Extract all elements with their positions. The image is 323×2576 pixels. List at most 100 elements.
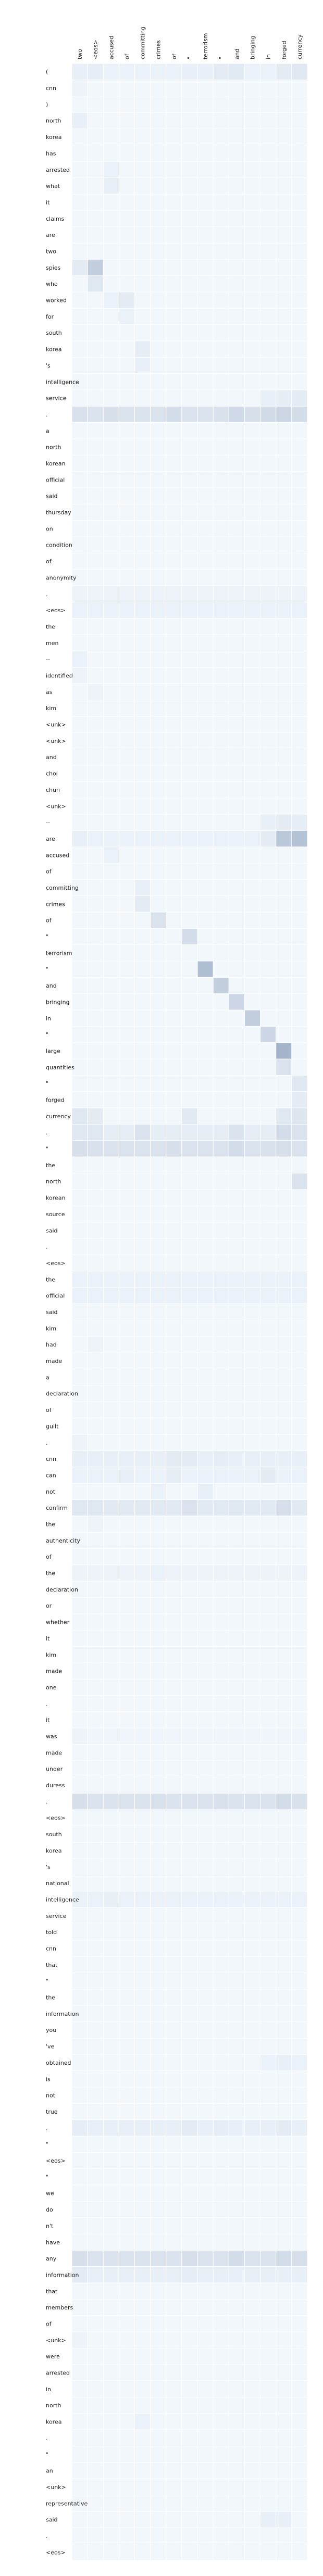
heatmap-cell — [166, 601, 182, 619]
row-tick-label: . — [46, 2125, 48, 2131]
row-tick-label: who — [46, 281, 58, 287]
heatmap-cell — [103, 2217, 119, 2234]
heatmap-cell — [181, 2250, 198, 2267]
heatmap-cell — [213, 2413, 229, 2430]
heatmap-cell — [260, 912, 277, 929]
heatmap-cell — [260, 895, 277, 913]
heatmap-cell — [71, 1450, 88, 1468]
heatmap-cell — [291, 1956, 308, 1974]
heatmap-cell — [276, 618, 292, 635]
heatmap-cell — [213, 1516, 229, 1533]
heatmap-cell — [134, 1401, 151, 1419]
row-tick-label: declaration — [46, 1391, 78, 1397]
heatmap-cell — [71, 1173, 88, 1190]
heatmap-cell — [276, 1793, 292, 1810]
heatmap-cell — [87, 128, 104, 146]
heatmap-cell — [197, 2168, 214, 2186]
heatmap-cell — [71, 2250, 88, 2267]
heatmap-cell — [87, 1254, 104, 1272]
row-tick-label: . — [46, 411, 48, 418]
heatmap-cell — [197, 1287, 214, 1304]
heatmap-cell — [228, 243, 245, 260]
heatmap-cell — [197, 2544, 214, 2561]
heatmap-cell — [181, 1923, 198, 1941]
row-tick-label: 's — [46, 362, 51, 369]
heatmap-cell — [291, 1271, 308, 1288]
heatmap-cell — [213, 1564, 229, 1582]
heatmap-cell — [197, 1809, 214, 1826]
heatmap-cell — [197, 1662, 214, 1680]
heatmap-cell — [150, 1336, 167, 1353]
heatmap-cell — [134, 977, 151, 994]
heatmap-cell — [181, 2446, 198, 2463]
heatmap-cell — [260, 1532, 277, 1549]
heatmap-cell — [228, 683, 245, 701]
heatmap-cell — [71, 63, 88, 80]
heatmap-cell — [166, 863, 182, 880]
heatmap-cell — [150, 1842, 167, 1859]
heatmap-cell — [213, 357, 229, 374]
heatmap-cell — [260, 2397, 277, 2414]
heatmap-cell — [87, 667, 104, 684]
heatmap-cell — [71, 912, 88, 929]
heatmap-cell — [103, 2462, 119, 2479]
heatmap-cell — [150, 1760, 167, 1777]
heatmap-cell — [197, 1483, 214, 1500]
heatmap-cell — [197, 357, 214, 374]
heatmap-cell — [260, 520, 277, 537]
heatmap-cell — [166, 2250, 182, 2267]
heatmap-cell — [118, 1418, 135, 1435]
heatmap-cell — [213, 79, 229, 97]
heatmap-cell — [103, 993, 119, 1011]
heatmap-cell — [134, 847, 151, 864]
heatmap-cell — [244, 716, 261, 733]
heatmap-cell — [228, 324, 245, 342]
heatmap-cell — [197, 1956, 214, 1974]
heatmap-cell — [134, 2495, 151, 2512]
heatmap-cell — [276, 1075, 292, 1092]
heatmap-cell — [228, 1695, 245, 1712]
heatmap-cell — [228, 1940, 245, 1957]
heatmap-cell — [103, 650, 119, 668]
heatmap-cell — [118, 650, 135, 668]
heatmap-cell — [197, 1156, 214, 1174]
heatmap-cell — [197, 79, 214, 97]
heatmap-cell — [197, 1401, 214, 1419]
heatmap-cell — [276, 2005, 292, 2023]
heatmap-cell — [166, 2478, 182, 2496]
heatmap-cell — [87, 292, 104, 309]
heatmap-cell — [197, 1499, 214, 1517]
heatmap-cell — [213, 2495, 229, 2512]
heatmap-cell — [197, 2364, 214, 2381]
heatmap-cell — [260, 1548, 277, 1565]
heatmap-cell — [134, 1646, 151, 1663]
heatmap-cell — [87, 2136, 104, 2153]
heatmap-cell — [118, 1662, 135, 1680]
heatmap-cell — [181, 1793, 198, 1810]
heatmap-cell — [103, 389, 119, 407]
heatmap-cell — [291, 536, 308, 553]
heatmap-cell — [213, 1254, 229, 1272]
heatmap-cell — [181, 1874, 198, 1892]
heatmap-cell — [71, 389, 88, 407]
heatmap-cell — [166, 2038, 182, 2055]
heatmap-cell — [197, 1205, 214, 1223]
heatmap-cell — [260, 1369, 277, 1386]
heatmap-cell — [166, 1075, 182, 1092]
heatmap-cell — [118, 2168, 135, 2186]
heatmap-cell — [87, 373, 104, 390]
heatmap-cell — [87, 1613, 104, 1631]
heatmap-cell — [260, 2364, 277, 2381]
heatmap-cell — [134, 2364, 151, 2381]
heatmap-cell — [213, 1630, 229, 1647]
heatmap-cell — [244, 422, 261, 439]
heatmap-cell — [103, 1940, 119, 1957]
heatmap-cell — [228, 2299, 245, 2316]
heatmap-cell — [213, 618, 229, 635]
heatmap-cell — [71, 749, 88, 766]
heatmap-cell — [276, 308, 292, 325]
heatmap-cell — [276, 1891, 292, 1908]
heatmap-cell — [244, 1483, 261, 1500]
heatmap-cell — [118, 487, 135, 504]
